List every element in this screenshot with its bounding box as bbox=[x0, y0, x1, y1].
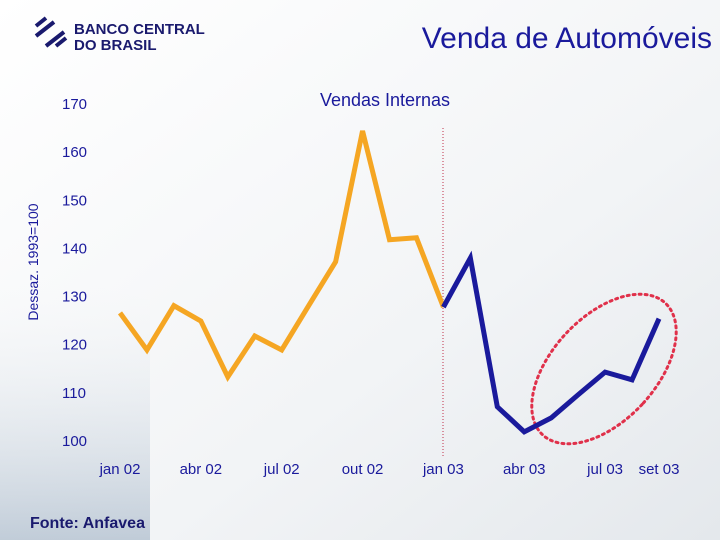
y-axis-label: Dessaz. 1993=100 bbox=[25, 203, 41, 320]
source-note: Fonte: Anfavea bbox=[30, 515, 145, 532]
y-tick-label: 170 bbox=[62, 96, 87, 113]
x-tick-label: abr 02 bbox=[180, 461, 223, 478]
chart-title: Venda de Automóveis bbox=[422, 22, 712, 55]
x-tick-label: set 03 bbox=[639, 461, 680, 478]
chart-subtitle: Vendas Internas bbox=[320, 90, 450, 110]
y-tick-label: 150 bbox=[62, 192, 87, 209]
y-tick-label: 100 bbox=[62, 433, 87, 450]
y-tick-label: 120 bbox=[62, 337, 87, 354]
y-tick-label: 130 bbox=[62, 289, 87, 306]
x-tick-label: abr 03 bbox=[503, 461, 546, 478]
x-tick-label: jan 02 bbox=[99, 461, 141, 478]
x-tick-label: jul 03 bbox=[586, 461, 623, 478]
y-tick-label: 140 bbox=[62, 240, 87, 257]
x-tick-label: jul 02 bbox=[263, 461, 300, 478]
building-image bbox=[0, 260, 150, 540]
x-tick-label: jan 03 bbox=[422, 461, 464, 478]
y-tick-label: 110 bbox=[62, 385, 86, 402]
x-tick-label: out 02 bbox=[342, 461, 384, 478]
y-tick-label: 160 bbox=[62, 144, 87, 161]
highlight-ellipse bbox=[530, 292, 678, 446]
line-series bbox=[441, 250, 662, 435]
line-series bbox=[117, 130, 446, 382]
logo-mark bbox=[34, 16, 68, 48]
logo-text: BANCO CENTRAL bbox=[74, 21, 205, 38]
logo-text: DO BRASIL bbox=[74, 37, 157, 54]
